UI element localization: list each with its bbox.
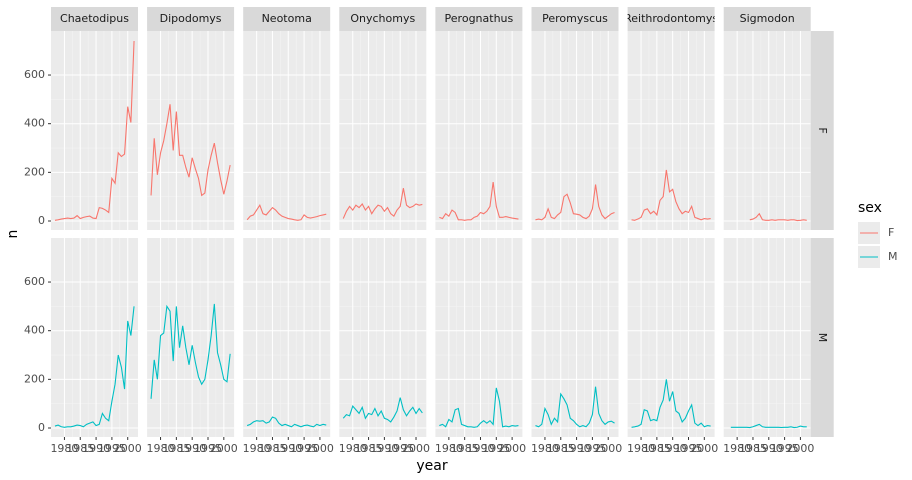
x-tick-label: 1995 bbox=[675, 442, 703, 455]
x-tick-label: 1980 bbox=[50, 442, 78, 455]
x-tick-label: 1995 bbox=[386, 442, 414, 455]
x-tick-label: 2000 bbox=[498, 442, 526, 455]
x-tick-label: 1985 bbox=[739, 442, 767, 455]
series-line bbox=[535, 184, 615, 221]
x-tick-label: 1980 bbox=[339, 442, 367, 455]
x-tick-label: 1990 bbox=[274, 442, 302, 455]
strip bbox=[147, 7, 235, 31]
strip bbox=[243, 7, 331, 31]
series-line bbox=[535, 386, 615, 428]
x-tick-label: 2000 bbox=[306, 442, 334, 455]
legend-title: sex bbox=[858, 200, 882, 216]
series-line bbox=[54, 40, 135, 221]
series-line bbox=[150, 303, 231, 399]
x-tick-label: 1980 bbox=[723, 442, 751, 455]
facet-label: Chaetodipus bbox=[60, 12, 129, 25]
x-tick-label: 1990 bbox=[370, 442, 398, 455]
series-line bbox=[54, 306, 135, 428]
strip bbox=[51, 7, 138, 31]
x-tick-label: 1990 bbox=[178, 442, 206, 455]
facet-label: Onychomys bbox=[350, 12, 415, 25]
series-line bbox=[342, 397, 423, 423]
x-tick-label: 1995 bbox=[290, 442, 318, 455]
x-tick-label: 1985 bbox=[258, 442, 286, 455]
row-label: F bbox=[816, 127, 829, 133]
y-axis-title: n bbox=[5, 230, 21, 239]
strip bbox=[723, 7, 811, 31]
x-axis-title: year bbox=[416, 458, 447, 474]
series-line bbox=[631, 379, 711, 428]
x-tick-label: 2000 bbox=[690, 442, 718, 455]
y-tick-label: 200 bbox=[24, 165, 45, 178]
facet-label: Sigmodon bbox=[740, 12, 795, 25]
series-line bbox=[749, 212, 807, 222]
x-tick-label: 1990 bbox=[563, 442, 591, 455]
y-tick-label: 600 bbox=[24, 275, 45, 288]
y-tick-label: 0 bbox=[38, 421, 45, 434]
x-tick-label: 1990 bbox=[82, 442, 110, 455]
y-tick-label: 0 bbox=[38, 214, 45, 227]
x-tick-label: 2000 bbox=[594, 442, 622, 455]
x-tick-label: 1985 bbox=[643, 442, 671, 455]
x-tick-label: 1995 bbox=[194, 442, 222, 455]
facet-label: Neotoma bbox=[262, 12, 312, 25]
legend-label: F bbox=[888, 226, 894, 239]
legend-label: M bbox=[888, 250, 898, 263]
facet-label: Reithrodontomys bbox=[624, 12, 718, 25]
facet-label: Peromyscus bbox=[542, 12, 608, 25]
series-line bbox=[246, 203, 327, 221]
x-tick-label: 1985 bbox=[355, 442, 383, 455]
x-tick-label: 1985 bbox=[66, 442, 94, 455]
x-tick-label: 1995 bbox=[482, 442, 510, 455]
series-line bbox=[439, 387, 519, 428]
x-tick-label: 1995 bbox=[771, 442, 799, 455]
x-tick-label: 1980 bbox=[435, 442, 463, 455]
x-tick-label: 1980 bbox=[531, 442, 559, 455]
series-line bbox=[342, 188, 423, 219]
row-label: M bbox=[816, 333, 829, 343]
series-line bbox=[150, 104, 231, 197]
facet-label: Dipodomys bbox=[160, 12, 222, 25]
strip bbox=[339, 7, 427, 31]
x-tick-label: 1995 bbox=[578, 442, 606, 455]
x-tick-label: 1995 bbox=[98, 442, 126, 455]
x-tick-label: 2000 bbox=[402, 442, 430, 455]
y-tick-label: 400 bbox=[24, 324, 45, 337]
x-tick-label: 2000 bbox=[786, 442, 814, 455]
x-tick-label: 1990 bbox=[659, 442, 687, 455]
strip bbox=[627, 7, 715, 31]
strip bbox=[531, 7, 619, 31]
strip bbox=[435, 7, 523, 31]
series-line bbox=[730, 423, 807, 429]
x-tick-label: 1985 bbox=[451, 442, 479, 455]
y-tick-label: 200 bbox=[24, 372, 45, 385]
strip bbox=[810, 31, 834, 230]
strip bbox=[810, 238, 834, 437]
series-line bbox=[631, 169, 711, 221]
x-tick-label: 1980 bbox=[627, 442, 655, 455]
x-tick-label: 1990 bbox=[755, 442, 783, 455]
x-tick-label: 2000 bbox=[114, 442, 142, 455]
x-tick-label: 1985 bbox=[547, 442, 575, 455]
facet-label: Perognathus bbox=[445, 12, 514, 25]
series-line bbox=[246, 416, 327, 428]
x-tick-label: 1985 bbox=[162, 442, 190, 455]
x-tick-label: 1980 bbox=[243, 442, 271, 455]
x-tick-label: 1980 bbox=[147, 442, 175, 455]
y-tick-label: 400 bbox=[24, 117, 45, 130]
series-line bbox=[439, 181, 519, 221]
x-tick-label: 2000 bbox=[210, 442, 238, 455]
y-tick-label: 600 bbox=[24, 68, 45, 81]
x-tick-label: 1990 bbox=[466, 442, 494, 455]
